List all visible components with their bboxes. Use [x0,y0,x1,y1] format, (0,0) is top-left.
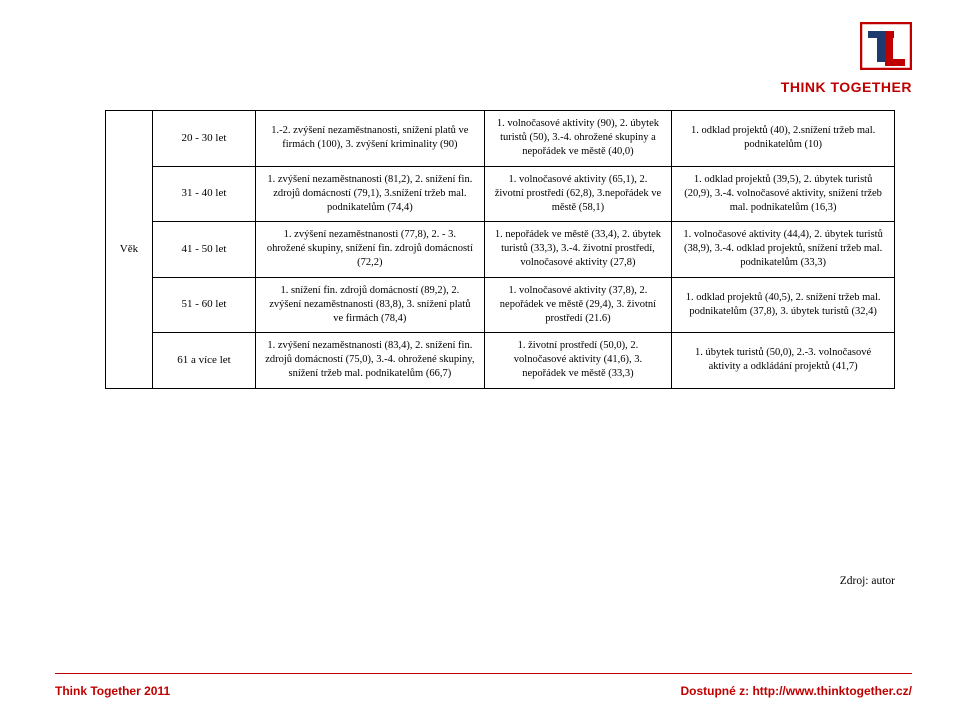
cell-col1: 1. zvýšení nezaměstnanosti (77,8), 2. - … [256,222,485,278]
cell-col1: 1.-2. zvýšení nezaměstnanosti, snížení p… [256,111,485,167]
cell-col2: 1. volnočasové aktivity (90), 2. úbytek … [484,111,672,167]
footer-divider [55,673,912,674]
table-row: Věk 20 - 30 let 1.-2. zvýšení nezaměstna… [106,111,895,167]
table-row: 61 a více let 1. zvýšení nezaměstnanosti… [106,333,895,389]
cell-col1: 1. zvýšení nezaměstnanosti (81,2), 2. sn… [256,166,485,222]
cell-col3: 1. úbytek turistů (50,0), 2.-3. volnočas… [672,333,895,389]
brand-name: THINK TOGETHER [781,79,912,95]
footer-right-text: Dostupné z: http://www.thinktogether.cz/ [680,684,912,698]
age-cell: 31 - 40 let [152,166,255,222]
source-attribution: Zdroj: autor [840,575,895,587]
cell-col2: 1. nepořádek ve městě (33,4), 2. úbytek … [484,222,672,278]
cell-col2: 1. volnočasové aktivity (65,1), 2. život… [484,166,672,222]
cell-col2: 1. životní prostředí (50,0), 2. volnočas… [484,333,672,389]
table-row: 41 - 50 let 1. zvýšení nezaměstnanosti (… [106,222,895,278]
cell-col2: 1. volnočasové aktivity (37,8), 2. nepoř… [484,277,672,333]
footer-left-text: Think Together 2011 [55,684,170,698]
cell-col3: 1. volnočasové aktivity (44,4), 2. úbyte… [672,222,895,278]
table-row: 51 - 60 let 1. snížení fin. zdrojů domác… [106,277,895,333]
age-cell: 61 a více let [152,333,255,389]
cell-col3: 1. odklad projektů (40,5), 2. snížení tr… [672,277,895,333]
data-table: Věk 20 - 30 let 1.-2. zvýšení nezaměstna… [105,110,895,389]
row-header-age: Věk [106,111,153,389]
cell-col1: 1. zvýšení nezaměstnanosti (83,4), 2. sn… [256,333,485,389]
brand-logo-block: THINK TOGETHER [781,22,912,95]
cell-col3: 1. odklad projektů (40), 2.snížení tržeb… [672,111,895,167]
age-cell: 20 - 30 let [152,111,255,167]
cell-col3: 1. odklad projektů (39,5), 2. úbytek tur… [672,166,895,222]
table-row: 31 - 40 let 1. zvýšení nezaměstnanosti (… [106,166,895,222]
cell-col1: 1. snížení fin. zdrojů domácností (89,2)… [256,277,485,333]
age-cell: 51 - 60 let [152,277,255,333]
age-cell: 41 - 50 let [152,222,255,278]
brand-logo-icon [860,22,912,75]
